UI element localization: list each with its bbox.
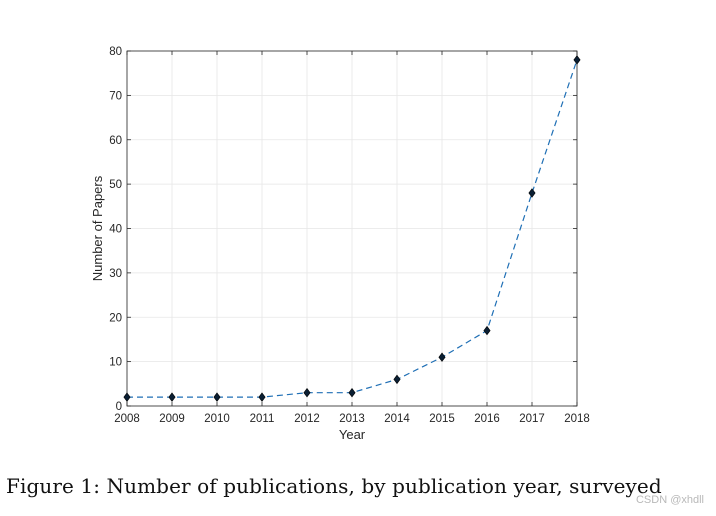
data-point-2015 bbox=[438, 352, 446, 362]
y-tick-label: 10 bbox=[109, 357, 122, 369]
y-tick-label: 80 bbox=[109, 46, 122, 58]
x-tick-label: 2015 bbox=[429, 413, 455, 425]
data-point-2010 bbox=[213, 392, 221, 402]
y-axis-title: Number of Papers bbox=[90, 175, 105, 281]
x-tick-label: 2018 bbox=[564, 413, 590, 425]
data-point-2012 bbox=[303, 387, 311, 398]
y-tick-labels: 0 10 20 30 40 50 60 70 80 bbox=[109, 46, 122, 413]
figure-caption: Figure 1: Number of publications, by pub… bbox=[6, 474, 662, 498]
grid-lines bbox=[126, 50, 578, 407]
series-markers bbox=[123, 55, 581, 402]
data-point-2014 bbox=[393, 374, 401, 385]
data-point-2018 bbox=[573, 55, 581, 65]
y-tick-label: 0 bbox=[116, 401, 122, 413]
x-tick-label: 2008 bbox=[114, 413, 140, 425]
publications-line-chart: 2008 2009 2010 2011 2012 2013 2014 2015 2016 2017… bbox=[90, 46, 590, 442]
data-point-2016 bbox=[483, 325, 491, 336]
x-tick-labels: 2008 2009 2010 2011 2012 2013 2014 2015 2016 2017… bbox=[114, 413, 590, 425]
x-tick-label: 2014 bbox=[384, 413, 410, 425]
y-tick-label: 50 bbox=[109, 179, 122, 191]
data-point-2017 bbox=[528, 188, 536, 198]
x-tick-label: 2013 bbox=[339, 413, 365, 425]
data-point-2011 bbox=[258, 392, 266, 402]
data-point-2013 bbox=[348, 387, 356, 398]
axis-ticks bbox=[126, 50, 578, 407]
x-tick-label: 2017 bbox=[519, 413, 545, 425]
x-tick-label: 2009 bbox=[159, 413, 185, 425]
x-tick-label: 2016 bbox=[474, 413, 500, 425]
data-point-2008 bbox=[123, 392, 131, 402]
x-axis-title: Year bbox=[339, 427, 366, 442]
data-point-2009 bbox=[168, 392, 176, 402]
y-tick-label: 20 bbox=[109, 312, 122, 324]
x-tick-label: 2010 bbox=[204, 413, 230, 425]
y-tick-label: 70 bbox=[109, 90, 122, 102]
x-tick-label: 2012 bbox=[294, 413, 320, 425]
y-tick-label: 40 bbox=[109, 224, 122, 236]
y-tick-label: 60 bbox=[109, 135, 122, 147]
y-tick-label: 30 bbox=[109, 268, 122, 280]
watermark: CSDN @xhdll bbox=[635, 494, 704, 506]
x-tick-label: 2011 bbox=[250, 413, 275, 425]
